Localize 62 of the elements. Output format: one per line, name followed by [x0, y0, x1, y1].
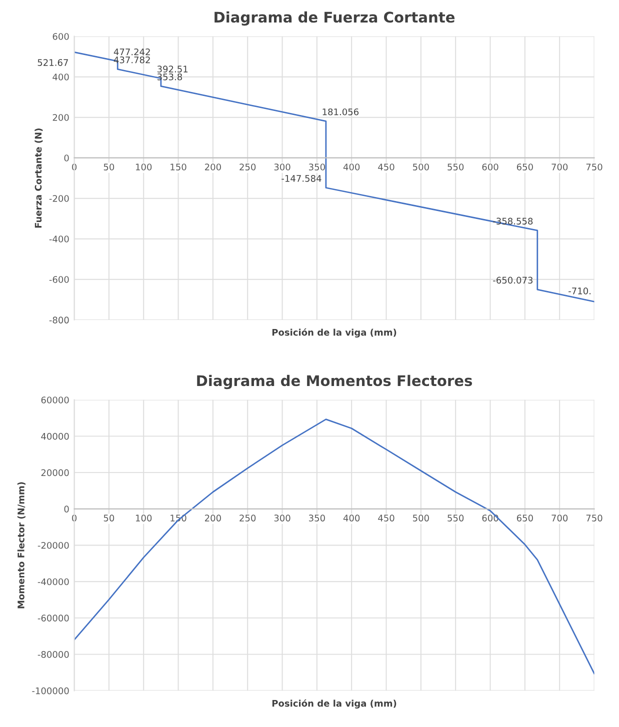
x-tick-label: 400 [343, 514, 360, 522]
y-tick-label: -200 [49, 195, 69, 202]
x-tick-label: 350 [309, 514, 325, 522]
y-tick-label: -80000 [38, 651, 69, 658]
x-tick-label: 150 [170, 164, 186, 170]
chart-title: Diagrama de Momentos Flectores [197, 374, 472, 390]
x-tick-label: 600 [482, 514, 498, 522]
x-tick-label: 350 [309, 164, 325, 170]
y-tick-label: 60000 [41, 396, 69, 404]
x-tick-label: 450 [378, 164, 394, 170]
x-tick-label: 500 [413, 164, 429, 170]
x-tick-label: 50 [104, 514, 114, 522]
x-tick-label: 300 [274, 514, 290, 522]
x-tick-label: 650 [516, 514, 533, 522]
x-tick-label: 100 [136, 514, 152, 522]
y-tick-label: 20000 [41, 469, 69, 476]
x-axis-title: Posición de la viga (mm) [272, 699, 396, 709]
data-label: 181.056 [322, 108, 359, 116]
data-label: 477.242 [114, 48, 150, 56]
y-tick-label: -60000 [38, 614, 69, 622]
y-tick-label: 600 [52, 33, 69, 40]
x-tick-label: 600 [482, 164, 498, 170]
x-tick-label: 650 [516, 164, 533, 170]
data-label: -147.584 [282, 175, 322, 182]
x-tick-label: 300 [274, 164, 290, 170]
y-tick-label: -400 [49, 236, 69, 242]
x-axis-title: Posición de la viga (mm) [272, 328, 396, 338]
data-label: 437.782 [114, 56, 150, 64]
x-tick-label: 50 [104, 164, 114, 170]
y-tick-label: 200 [52, 114, 69, 121]
y-tick-label: -40000 [38, 578, 69, 586]
x-tick-label: 700 [552, 514, 568, 522]
x-tick-label: 750 [586, 514, 602, 522]
data-label: 353.8 [157, 73, 182, 80]
y-tick-label: 0 [64, 506, 69, 512]
x-tick-label: 250 [240, 514, 256, 522]
data-label: -358.558 [493, 218, 533, 225]
y-tick-label: -100000 [32, 687, 69, 694]
x-tick-label: 250 [240, 164, 256, 170]
data-label: 521.67 [38, 59, 68, 66]
y-tick-label: -20000 [38, 542, 69, 549]
y-tick-label: 400 [52, 74, 69, 80]
x-tick-label: 200 [204, 514, 221, 522]
x-tick-label: 450 [378, 514, 394, 522]
y-tick-label: 40000 [41, 432, 69, 440]
y-axis-title: Fuerza Cortante (N) [34, 128, 43, 228]
x-tick-label: 100 [136, 164, 152, 170]
data-label: 392.51 [157, 66, 188, 72]
x-tick-label: 700 [552, 164, 568, 170]
y-axis-title: Momento Flector (N/mm) [17, 482, 26, 608]
data-label: -710. [568, 288, 590, 294]
y-tick-label: 0 [64, 154, 69, 162]
chart-title: Diagrama de Fuerza Cortante [214, 11, 455, 26]
data-label: -650.073 [493, 276, 532, 284]
x-tick-label: 400 [343, 164, 360, 170]
x-tick-label: 500 [413, 514, 429, 522]
y-tick-label: -600 [49, 276, 69, 283]
y-tick-label: -800 [49, 316, 69, 324]
x-tick-label: 550 [448, 514, 464, 522]
x-tick-label: 550 [448, 164, 464, 170]
x-tick-label: 750 [586, 164, 602, 170]
x-tick-label: 200 [204, 164, 221, 170]
